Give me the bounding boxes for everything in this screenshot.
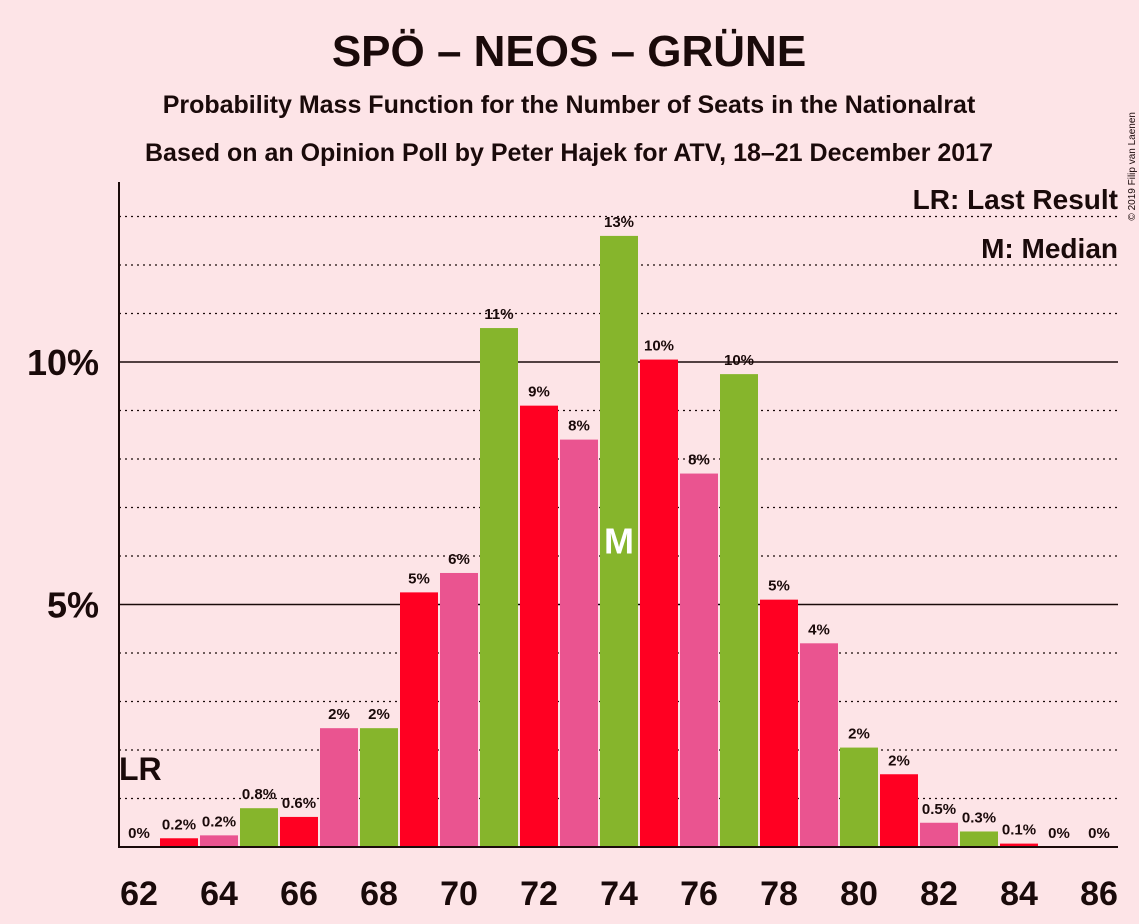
data-label-seat-63: 0.2% xyxy=(162,816,196,833)
last-result-marker: LR xyxy=(119,751,162,787)
bar-seat-78 xyxy=(760,599,798,847)
bar-seat-70 xyxy=(440,572,478,847)
data-label-seat-66: 0.6% xyxy=(282,795,316,812)
bar-seat-76 xyxy=(680,473,718,847)
data-label-seat-84: 0.1% xyxy=(1002,822,1036,839)
bar-seat-67 xyxy=(320,728,358,847)
bar-seat-80 xyxy=(840,747,878,847)
data-label-seat-79: 4% xyxy=(808,621,830,638)
x-tick-66: 66 xyxy=(280,875,318,913)
bar-seat-65 xyxy=(240,808,278,847)
data-label-seat-67: 2% xyxy=(328,706,350,723)
data-label-seat-86: 0% xyxy=(1088,825,1110,842)
x-tick-80: 80 xyxy=(840,875,878,913)
bar-seat-63 xyxy=(160,838,198,847)
bar-seat-72 xyxy=(520,405,558,847)
chart-subtitle-2: Based on an Opinion Poll by Peter Hajek … xyxy=(145,139,993,167)
data-label-seat-75: 10% xyxy=(644,338,674,355)
data-label-seat-76: 8% xyxy=(688,452,710,469)
data-label-seat-71: 11% xyxy=(484,306,513,323)
x-tick-86: 86 xyxy=(1080,875,1118,913)
legend-last-result: LR: Last Result xyxy=(913,184,1118,215)
data-label-seat-65: 0.8% xyxy=(242,786,276,803)
data-label-seat-83: 0.3% xyxy=(962,809,996,826)
y-tick-labels: 5% 10% xyxy=(27,342,99,626)
data-label-seat-69: 5% xyxy=(408,570,430,587)
data-label-seat-73: 8% xyxy=(568,418,590,435)
bar-seat-73 xyxy=(560,439,598,847)
y-tick-10: 10% xyxy=(27,342,99,383)
bar-seat-68 xyxy=(360,728,398,847)
x-tick-84: 84 xyxy=(1000,875,1038,913)
data-label-seat-70: 6% xyxy=(448,551,470,568)
data-label-seat-82: 0.5% xyxy=(922,801,956,818)
data-label-seat-81: 2% xyxy=(888,752,910,769)
data-label-seat-78: 5% xyxy=(768,578,790,595)
data-label-seat-80: 2% xyxy=(848,726,870,743)
bar-seat-84 xyxy=(1000,843,1038,847)
bar-seat-66 xyxy=(280,816,318,847)
bar-seat-82 xyxy=(920,822,958,847)
y-tick-5: 5% xyxy=(47,585,99,626)
x-tick-76: 76 xyxy=(680,875,718,913)
data-label-seat-68: 2% xyxy=(368,706,390,723)
x-tick-74: 74 xyxy=(600,875,638,913)
bar-seat-69 xyxy=(400,592,438,847)
chart-subtitle-1: Probability Mass Function for the Number… xyxy=(163,91,976,119)
bar-seat-71 xyxy=(480,328,518,847)
data-label-seat-77: 10% xyxy=(724,352,754,369)
x-tick-62: 62 xyxy=(120,875,158,913)
bar-seat-83 xyxy=(960,831,998,847)
x-tick-64: 64 xyxy=(200,875,238,913)
bar-seat-79 xyxy=(800,643,838,847)
chart-title: SPÖ – NEOS – GRÜNE xyxy=(332,27,806,76)
data-labels: 0% 0.2% 0.2% 0.8% 0.6% 2% 2% 5% 6% 11% 9% 8% 13% 10% 8… xyxy=(128,214,1110,842)
x-tick-68: 68 xyxy=(360,875,398,913)
legend-median: M: Median xyxy=(981,233,1118,264)
x-tick-labels: 62 64 66 68 70 72 74 76 78 80 82 84 86 xyxy=(120,875,1118,913)
x-tick-78: 78 xyxy=(760,875,798,913)
bar-seat-75 xyxy=(640,359,678,847)
copyright-notice: © 2019 Filip van Laenen xyxy=(1127,112,1138,221)
bar-seat-77 xyxy=(720,374,758,847)
axes xyxy=(118,182,1118,848)
median-marker: M xyxy=(604,520,634,561)
bars xyxy=(160,235,1038,847)
bar-seat-81 xyxy=(880,774,918,847)
data-label-seat-62: 0% xyxy=(128,825,150,842)
bar-seat-74 xyxy=(600,235,638,847)
x-tick-82: 82 xyxy=(920,875,958,913)
x-tick-72: 72 xyxy=(520,875,558,913)
data-label-seat-64: 0.2% xyxy=(202,813,236,830)
bar-seat-64 xyxy=(200,835,238,847)
data-label-seat-74: 13% xyxy=(604,214,634,231)
x-tick-70: 70 xyxy=(440,875,478,913)
data-label-seat-85: 0% xyxy=(1048,825,1070,842)
data-label-seat-72: 9% xyxy=(528,384,550,401)
